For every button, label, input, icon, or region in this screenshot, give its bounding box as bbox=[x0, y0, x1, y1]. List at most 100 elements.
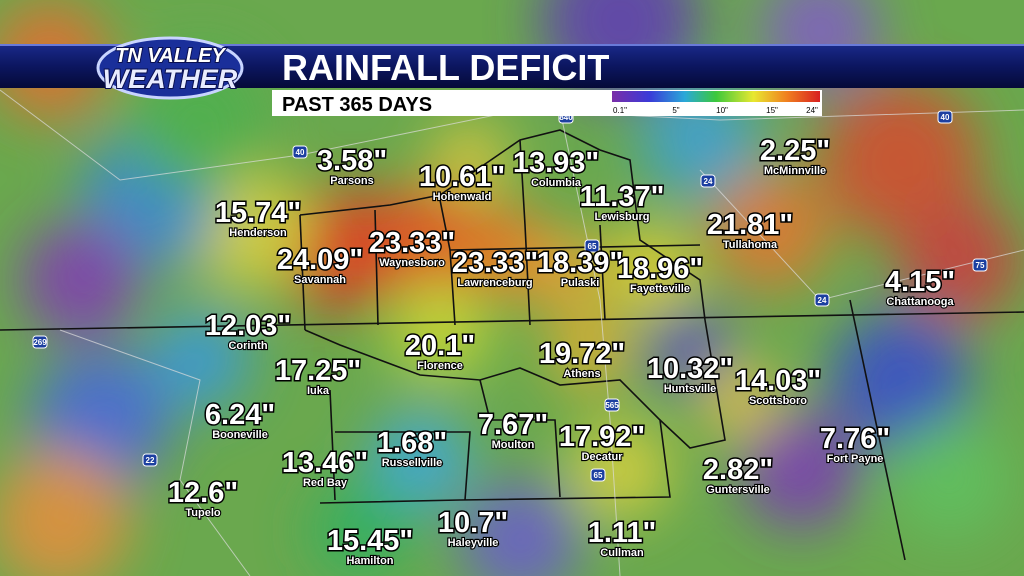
deficit-value: 12.6" bbox=[168, 477, 238, 509]
rain-blob bbox=[460, 480, 580, 576]
shield-number: 75 bbox=[976, 261, 985, 270]
city-name: Corinth bbox=[228, 340, 267, 352]
shield-number: 65 bbox=[594, 471, 603, 480]
shield-number: 65 bbox=[588, 242, 597, 251]
city-name: Lewisburg bbox=[594, 211, 649, 223]
rain-blob bbox=[900, 200, 1020, 320]
rain-blob bbox=[20, 220, 140, 340]
city-name: Guntersville bbox=[706, 484, 770, 496]
shield-number: 40 bbox=[296, 148, 305, 157]
deficit-value: 17.92" bbox=[559, 421, 645, 453]
rain-blob bbox=[550, 310, 630, 390]
rain-blob bbox=[570, 420, 670, 520]
city-name: Henderson bbox=[229, 227, 287, 239]
deficit-value: 11.37" bbox=[580, 181, 665, 213]
deficit-value: 20.1" bbox=[405, 330, 475, 362]
shield-number: 24 bbox=[818, 296, 827, 305]
deficit-value: 19.72" bbox=[539, 338, 625, 370]
city-name: Huntsville bbox=[664, 383, 717, 395]
rain-blob bbox=[710, 170, 830, 290]
city-name: Savannah bbox=[294, 274, 346, 286]
deficit-value: 2.82" bbox=[703, 454, 773, 486]
rain-blob bbox=[700, 360, 780, 440]
city-name: McMinnville bbox=[764, 165, 826, 177]
city-name: Pulaski bbox=[561, 277, 600, 289]
deficit-value: 15.45" bbox=[327, 525, 413, 557]
shield-number: 840 bbox=[559, 113, 573, 122]
shield-number: 22 bbox=[146, 456, 155, 465]
legend-scale bbox=[612, 91, 820, 102]
city-name: Columbia bbox=[531, 177, 582, 189]
header-line bbox=[0, 44, 1024, 46]
city-name: Haleyville bbox=[448, 537, 499, 549]
city-name: Parsons bbox=[330, 175, 373, 187]
city-name: Fort Payne bbox=[827, 453, 884, 465]
logo: TN VALLEY WEATHER bbox=[96, 36, 244, 100]
city-name: Iuka bbox=[307, 385, 330, 397]
rain-blob bbox=[430, 120, 510, 200]
deficit-value: 18.39" bbox=[537, 247, 623, 279]
city-name: Cullman bbox=[600, 547, 644, 559]
city-name: Fayetteville bbox=[630, 283, 690, 295]
shield bbox=[142, 453, 158, 467]
logo-line1: TN VALLEY bbox=[115, 45, 226, 67]
title: RAINFALL DEFICIT bbox=[282, 47, 609, 88]
rain-blob bbox=[830, 310, 970, 450]
subtitle: PAST 365 DAYS bbox=[282, 94, 432, 116]
rain-blob bbox=[740, 410, 860, 530]
legend: 0.1" 5" 10" 15" 24" bbox=[613, 106, 818, 115]
city-name: Russellville bbox=[382, 457, 443, 469]
rain-blob bbox=[605, 225, 695, 315]
shield bbox=[292, 145, 308, 159]
shield-number: 24 bbox=[704, 177, 713, 186]
deficit-value: 1.11" bbox=[588, 517, 657, 549]
deficit-value: 23.33" bbox=[452, 247, 538, 279]
city-labels: 3.58"Parsons 10.61"Hohenwald 13.93"Columbi… bbox=[166, 134, 956, 569]
rain-blob bbox=[520, 230, 600, 310]
deficit-value: 15.74" bbox=[215, 197, 301, 229]
deficit-value: 6.24" bbox=[205, 399, 275, 431]
county-borders bbox=[0, 129, 1024, 561]
city-name: Moulton bbox=[492, 439, 535, 451]
deficit-value: 1.68" bbox=[377, 427, 447, 459]
deficit-value: 7.67" bbox=[478, 409, 548, 441]
city-name: Waynesboro bbox=[379, 257, 445, 269]
rain-blob bbox=[365, 185, 475, 295]
shield bbox=[604, 398, 620, 412]
shield bbox=[814, 293, 830, 307]
deficit-value: 18.96" bbox=[617, 253, 703, 285]
deficit-value: 14.03" bbox=[735, 365, 821, 397]
deficit-value: 13.93" bbox=[513, 147, 599, 179]
rain-blob bbox=[650, 310, 730, 390]
legend-label: 0.1" bbox=[613, 106, 627, 115]
deficit-value: 3.58" bbox=[317, 145, 387, 177]
city-name: Tupelo bbox=[185, 507, 221, 519]
city-name: Hamilton bbox=[346, 555, 393, 567]
rain-blob bbox=[890, 420, 1010, 540]
deficit-value: 10.7" bbox=[438, 507, 508, 539]
legend-label: 15" bbox=[766, 106, 778, 115]
city-name: Tullahoma bbox=[723, 239, 778, 251]
deficit-value: 23.33" bbox=[369, 227, 455, 259]
deficit-value: 4.15" bbox=[885, 266, 955, 298]
shield bbox=[972, 258, 988, 272]
deficit-value: 10.32" bbox=[647, 353, 733, 385]
shield bbox=[32, 335, 48, 349]
city-name: Booneville bbox=[212, 429, 268, 441]
city-name: Scottsboro bbox=[749, 395, 807, 407]
logo-oval bbox=[96, 36, 244, 100]
deficit-value: 24.09" bbox=[277, 244, 363, 276]
shield bbox=[584, 239, 600, 253]
shield-number: 40 bbox=[941, 113, 950, 122]
shield bbox=[700, 174, 716, 188]
deficit-value: 7.76" bbox=[820, 423, 890, 455]
deficit-value: 10.61" bbox=[419, 161, 505, 193]
deficit-value: 21.81" bbox=[707, 209, 793, 241]
shield bbox=[590, 468, 606, 482]
city-name: Lawrenceburg bbox=[457, 277, 532, 289]
shield-number: 269 bbox=[33, 338, 47, 347]
rain-blob bbox=[390, 280, 490, 380]
rain-blob bbox=[150, 310, 250, 410]
city-name: Chattanooga bbox=[886, 296, 954, 308]
legend-label: 10" bbox=[716, 106, 728, 115]
